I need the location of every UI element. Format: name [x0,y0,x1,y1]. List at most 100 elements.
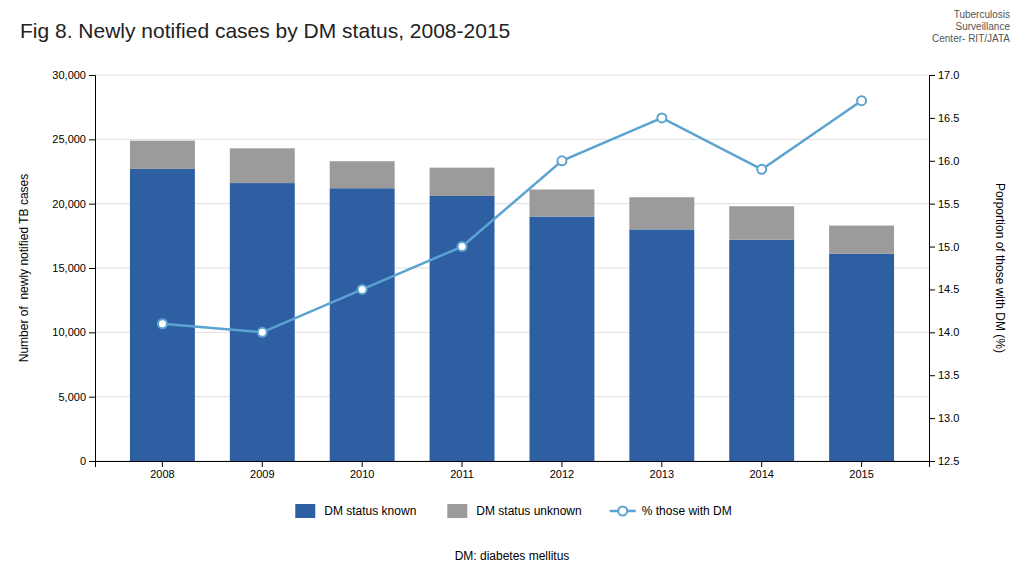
legend-item: DM status unknown [447,504,581,518]
title: Fig 8. Newly notified cases by DM status… [20,19,510,42]
tick-label: 14.5 [938,283,959,295]
tick-mark [929,161,935,162]
tick-label: 12.5 [938,455,959,467]
tick-label: 20,000 [52,198,86,210]
tick-label: 15,000 [52,262,86,274]
tick-mark [362,461,363,467]
grid-line [95,332,929,333]
plot: 2008200920102011201220132014201505,00010… [52,69,959,480]
tick-mark [162,461,163,467]
axis-line [96,462,930,468]
marker [657,113,666,122]
tick: 10,000 [52,326,95,338]
bar [729,206,794,239]
legend-swatch [618,507,627,516]
legend: DM status known DM status unknown % those … [295,504,731,518]
tick-label: 2010 [350,468,374,480]
tick-mark [89,139,95,140]
tick: 0 [80,455,95,467]
bar [629,229,694,461]
tick-label: 15.5 [938,198,959,210]
bar [430,196,495,461]
tick: 12.5 [929,455,959,467]
tick: 15.5 [929,198,959,210]
marker [158,319,167,328]
tick: 13.0 [929,412,959,424]
tick: 2014 [749,461,773,480]
tick: 15.0 [929,241,959,253]
chart: 2008200920102011201220132014201505,00010… [0,0,1024,576]
legend-swatch [447,504,467,518]
bar [330,188,395,461]
y-axis-title: Number of newly notified TB cases [17,174,31,363]
tick-mark [89,75,95,76]
bar [729,240,794,461]
tick-mark [929,375,935,376]
bar [829,254,894,461]
tick-mark [89,461,95,462]
y2-axis: 12.513.013.514.014.515.015.516.016.517.0 [929,69,959,467]
line [162,101,861,333]
tick: 20,000 [52,198,95,210]
grid-line [95,268,929,269]
tick-label: 2009 [250,468,274,480]
logo-line: Tuberculosis [954,9,1010,20]
tick-mark [929,332,935,333]
tick-mark [929,418,935,419]
tick-mark [89,268,95,269]
legend-swatch [295,504,315,518]
tick-mark [661,461,662,467]
tick-label: 14.0 [938,326,959,338]
grid [95,75,929,461]
tick-label: 2012 [550,468,574,480]
tick-label: 0 [80,455,86,467]
tick-label: 30,000 [52,69,86,81]
tick-label: 5,000 [58,391,86,403]
tick-mark [89,397,95,398]
tick-label: 15.0 [938,241,959,253]
tick-label: 2015 [849,468,873,480]
tick: 15,000 [52,262,95,274]
tick-label: 2013 [650,468,674,480]
bar [629,197,694,229]
tick-label: 13.0 [938,412,959,424]
bar [130,169,195,461]
tick: 2015 [849,461,873,480]
x-axis: 20082009201020112012201320142015 [96,461,930,480]
tick-label: 13.5 [938,369,959,381]
tick: 16.0 [929,155,959,167]
tick: 14.0 [929,326,959,338]
bar [430,168,495,196]
bar [230,148,295,183]
tick-mark [929,75,935,76]
tick: 25,000 [52,133,95,145]
tick-mark [929,461,935,462]
tick: 2009 [250,461,274,480]
tick-mark [462,461,463,467]
tick-label: 16.0 [938,155,959,167]
legend-item: % those with DM [610,504,732,518]
bar-series [130,169,894,461]
tick-label: 2014 [749,468,773,480]
marker [358,285,367,294]
legend-label: DM status known [324,504,416,518]
marker [557,156,566,165]
tick-mark [262,461,263,467]
tick: 2010 [350,461,374,480]
tick: 14.5 [929,283,959,295]
marks [130,96,894,461]
tick: 2012 [550,461,574,480]
tick-mark [929,247,935,248]
tick-mark [89,332,95,333]
marker [857,96,866,105]
tick: 16.5 [929,112,959,124]
marker [258,328,267,337]
legend-label: % those with DM [642,504,732,518]
logo-line: Surveillance [956,21,1011,32]
bar [130,141,195,169]
tick-mark [761,461,762,467]
footnote: DM: diabetes mellitus [455,549,570,563]
marker [458,242,467,251]
tick-label: 2011 [450,468,474,480]
tick-label: 10,000 [52,326,86,338]
